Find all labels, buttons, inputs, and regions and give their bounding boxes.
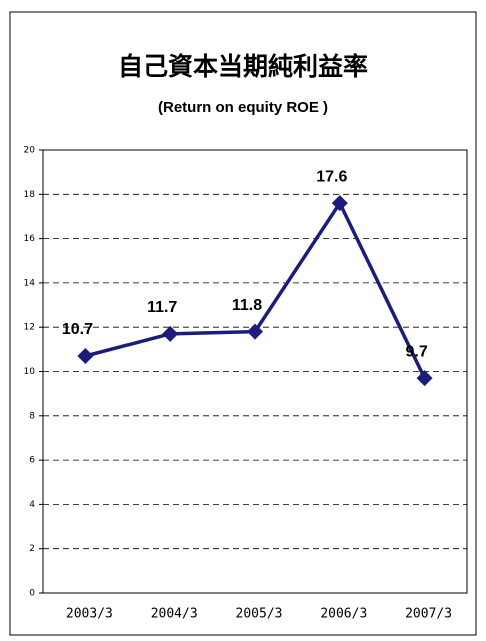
y-tick-label: 20: [24, 146, 36, 156]
y-tick-label: 0: [29, 589, 35, 599]
marker: [331, 195, 348, 212]
data-label: 11.7: [147, 299, 177, 316]
x-tick-label: 2003/3: [66, 607, 113, 622]
data-label: 10.7: [62, 321, 93, 338]
marker: [162, 325, 179, 342]
data-label: 17.6: [316, 168, 347, 185]
x-tick-label: 2005/3: [236, 607, 283, 622]
marker: [416, 370, 433, 387]
x-tick-label: 2007/3: [405, 607, 452, 622]
x-tick-label: 2004/3: [151, 607, 198, 622]
y-tick-label: 6: [29, 456, 35, 466]
data-label: 11.8: [232, 297, 262, 314]
y-tick-label: 12: [24, 323, 35, 333]
chart-title: 自己資本当期純利益率: [118, 52, 368, 81]
y-tick-label: 14: [24, 278, 36, 288]
y-tick-label: 10: [24, 367, 36, 377]
y-tick-label: 18: [24, 190, 36, 200]
y-tick-label: 4: [29, 500, 35, 510]
x-tick-label: 2006/3: [320, 607, 367, 622]
y-tick-label: 8: [29, 411, 35, 421]
marker: [247, 323, 263, 340]
y-tick-label: 16: [24, 234, 36, 244]
y-tick-label: 2: [29, 544, 35, 554]
marker: [77, 347, 94, 364]
chart-subtitle: (Return on equity ROE ): [158, 99, 328, 116]
data-label: 9.7: [405, 343, 427, 360]
